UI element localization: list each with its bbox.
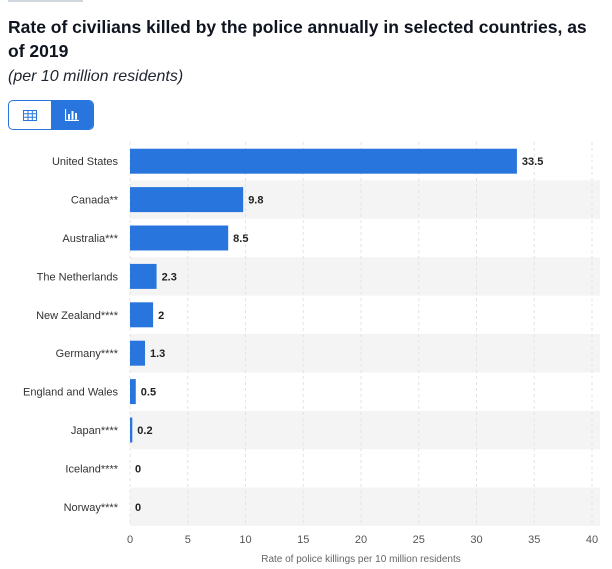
category-label: Iceland**** [65, 463, 118, 475]
category-label: Australia*** [62, 233, 118, 245]
chart-title: Rate of civilians killed by the police a… [8, 17, 587, 61]
bar [130, 302, 154, 328]
category-label: The Netherlands [37, 271, 119, 283]
category-label: Norway**** [64, 502, 119, 514]
x-tick-label: 35 [528, 534, 540, 546]
x-tick-label: 5 [185, 534, 191, 546]
x-tick-label: 25 [413, 534, 425, 546]
value-label: 0 [135, 502, 141, 514]
bar [130, 417, 133, 443]
category-label: Japan**** [71, 425, 119, 437]
bar [130, 225, 229, 251]
category-label: Germany**** [56, 348, 119, 360]
x-tick-label: 30 [470, 534, 482, 546]
row-band [130, 257, 600, 296]
category-label: United States [52, 156, 119, 168]
row-band [130, 334, 600, 373]
category-label: Canada** [71, 195, 119, 207]
bar [130, 187, 244, 213]
view-toggle [8, 100, 94, 130]
value-label: 0.2 [137, 425, 152, 437]
value-label: 0 [135, 463, 141, 475]
x-tick-label: 20 [355, 534, 367, 546]
table-view-button[interactable] [9, 101, 51, 129]
bar [130, 379, 136, 405]
value-label: 2 [158, 310, 164, 322]
bar-chart-icon [65, 109, 79, 121]
chart-view-button[interactable] [51, 101, 93, 129]
top-divider [8, 0, 83, 2]
value-label: 8.5 [233, 233, 248, 245]
value-label: 33.5 [522, 156, 543, 168]
row-band [130, 487, 600, 526]
value-label: 2.3 [162, 271, 177, 283]
chart-subtitle: (per 10 million residents) [8, 68, 184, 85]
bar-chart: United States Canada** Australia*** The Net… [23, 142, 600, 565]
category-label: England and Wales [23, 387, 118, 399]
x-tick-label: 10 [239, 534, 251, 546]
value-label: 9.8 [248, 195, 263, 207]
table-icon [23, 109, 37, 121]
bar [130, 340, 146, 366]
x-tick-label: 15 [297, 534, 309, 546]
category-label: New Zealand**** [36, 310, 119, 322]
bar [130, 263, 157, 289]
bar [130, 148, 517, 174]
x-tick-label: 0 [127, 534, 133, 546]
x-tick-label: 40 [586, 534, 598, 546]
x-axis-title: Rate of police killings per 10 million r… [261, 554, 461, 565]
row-band [130, 410, 600, 450]
value-label: 1.3 [150, 348, 165, 360]
value-label: 0.5 [141, 387, 156, 399]
